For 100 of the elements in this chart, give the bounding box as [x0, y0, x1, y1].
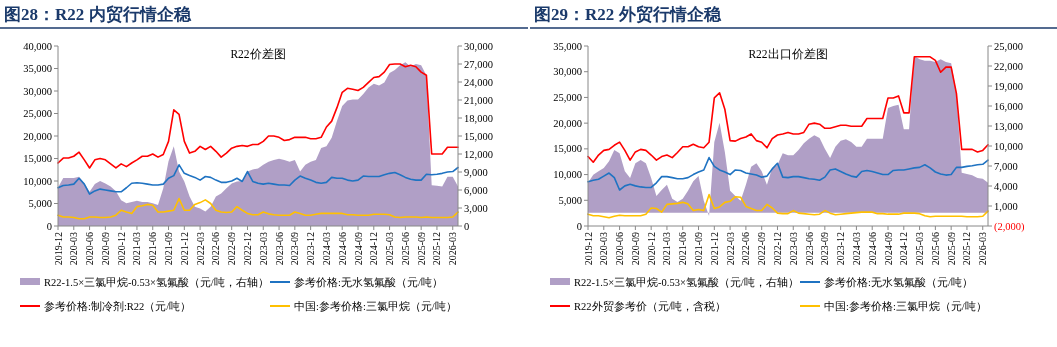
x-tick-label: 2024-06 [866, 232, 878, 266]
x-tick-label: 2021-09 [693, 232, 705, 266]
legend-label: R22-1.5×三氯甲烷-0.53×氢氟酸（元/吨，右轴） [574, 276, 799, 288]
x-tick-label: 2025-09 [415, 232, 427, 266]
y2-tick-label: 9,000 [464, 166, 488, 178]
x-tick-label: 2025-06 [929, 232, 941, 266]
y-tick-label: 40,000 [23, 40, 52, 52]
x-tick-label: 2025-06 [399, 232, 411, 266]
y2-tick-label: 18,000 [464, 112, 493, 124]
y2-tick-label: 30,000 [464, 40, 493, 52]
x-tick-label: 2024-09 [352, 232, 364, 266]
y2-tick-label: 10,000 [994, 140, 1023, 152]
y2-tick-label: 12,000 [464, 148, 493, 160]
line-series [57, 63, 459, 169]
y2-tick-label: 13,000 [994, 120, 1023, 132]
y-tick-label: 0 [576, 220, 582, 232]
legend-label: 参考价格:无水氢氟酸（元/吨） [824, 276, 973, 288]
x-tick-label: 2023-06 [273, 232, 285, 266]
x-tick-label: 2024-12 [898, 232, 910, 266]
y2-tick-label: 0 [464, 220, 470, 232]
x-tick-label: 2023-03 [787, 232, 799, 266]
y-tick-label: 35,000 [553, 40, 582, 52]
x-tick-label: 2022-03 [194, 232, 206, 266]
x-tick-label: 2019-12 [582, 232, 594, 266]
x-tick-label: 2022-03 [724, 232, 736, 266]
x-tick-label: 2023-12 [835, 232, 847, 266]
line-series [57, 197, 459, 220]
y2-tick-label: 6,000 [464, 184, 488, 196]
line-series [57, 164, 459, 195]
y-tick-label: 35,000 [23, 63, 52, 74]
x-tick-label: 2023-06 [803, 232, 815, 266]
y2-tick-label: 3,000 [464, 202, 488, 214]
x-tick-label: 2025-03 [914, 232, 926, 266]
x-tick-label: 2019-12 [52, 232, 64, 266]
legend-label: 参考价格:制冷剂:R22（元/吨） [44, 300, 192, 312]
y-tick-label: 20,000 [553, 117, 582, 129]
x-tick-label: 2026-03 [977, 232, 989, 266]
y2-tick-label: 1,000 [994, 200, 1018, 212]
x-tick-label: 2021-06 [677, 232, 689, 266]
x-tick-label: 2023-09 [819, 232, 831, 266]
x-tick-label: 2026-03 [447, 232, 459, 266]
y2-tick-label: 27,000 [464, 58, 493, 70]
x-tick-label: 2020-12 [115, 232, 127, 266]
y2-tick-label: 25,000 [994, 40, 1023, 52]
y2-tick-label: (2,000) [994, 220, 1026, 233]
x-tick-label: 2021-03 [661, 232, 673, 266]
x-tick-label: 2024-12 [368, 232, 380, 266]
x-tick-label: 2025-12 [961, 232, 973, 266]
y-tick-label: 30,000 [553, 66, 582, 78]
y2-tick-label: 16,000 [994, 100, 1023, 112]
y-tick-label: 0 [46, 220, 52, 232]
x-tick-label: 2020-09 [629, 232, 641, 266]
x-tick-label: 2022-12 [241, 232, 253, 266]
y2-tick-label: 7,000 [994, 160, 1018, 172]
legend-label: 参考价格:无水氢氟酸（元/吨） [294, 276, 443, 288]
y2-tick-label: 24,000 [464, 76, 493, 88]
y2-tick-label: 15,000 [464, 130, 493, 142]
x-tick-label: 2024-03 [320, 232, 332, 266]
legend-label: 中国:参考价格:三氯甲烷（元/吨） [824, 300, 987, 312]
y-tick-label: 15,000 [23, 153, 52, 164]
x-tick-label: 2021-12 [708, 232, 720, 266]
x-tick-label: 2020-06 [84, 232, 96, 266]
x-tick-label: 2020-12 [645, 232, 657, 266]
legend-label: R22-1.5×三氯甲烷-0.53×氢氟酸（元/吨，右轴） [44, 276, 269, 288]
x-tick-label: 2022-06 [210, 232, 222, 266]
x-tick-label: 2025-12 [431, 232, 443, 266]
legend-label: R22外贸参考价（元/吨，含税） [574, 300, 727, 312]
x-tick-label: 2025-09 [945, 232, 957, 266]
line-series [587, 193, 989, 219]
y-tick-label: 25,000 [553, 91, 582, 103]
chart-title: 图28：R22 内贸行情企稳 [4, 5, 192, 24]
x-tick-label: 2020-09 [99, 232, 111, 266]
x-tick-label: 2021-12 [178, 232, 190, 266]
y-tick-label: 20,000 [23, 130, 52, 142]
x-tick-label: 2020-03 [598, 232, 610, 266]
chart-subtitle: R22出口价差图 [748, 48, 828, 60]
x-tick-label: 2022-06 [740, 232, 752, 266]
x-tick-label: 2022-09 [226, 232, 238, 266]
y-tick-label: 10,000 [23, 175, 52, 187]
chart-title: 图29：R22 外贸行情企稳 [534, 5, 722, 24]
x-tick-label: 2022-09 [756, 232, 768, 266]
x-tick-label: 2024-03 [850, 232, 862, 266]
y2-tick-label: 22,000 [994, 60, 1023, 72]
x-tick-label: 2025-03 [384, 232, 396, 266]
y2-tick-label: 21,000 [464, 94, 493, 106]
y-tick-label: 30,000 [23, 85, 52, 97]
x-tick-label: 2021-09 [163, 232, 175, 266]
x-tick-label: 2020-06 [614, 232, 626, 266]
x-tick-label: 2023-09 [289, 232, 301, 266]
x-tick-label: 2024-09 [882, 232, 894, 266]
y-tick-label: 5,000 [28, 198, 52, 209]
x-tick-label: 2023-03 [257, 232, 269, 266]
x-tick-label: 2021-06 [147, 232, 159, 266]
x-tick-label: 2022-12 [771, 232, 783, 266]
x-tick-label: 2021-03 [131, 232, 143, 266]
line-series [587, 156, 989, 191]
y2-tick-label: 19,000 [994, 80, 1023, 92]
x-tick-label: 2023-12 [305, 232, 317, 266]
legend-label: 中国:参考价格:三氯甲烷（元/吨） [294, 300, 457, 312]
y-tick-label: 5,000 [558, 194, 582, 206]
